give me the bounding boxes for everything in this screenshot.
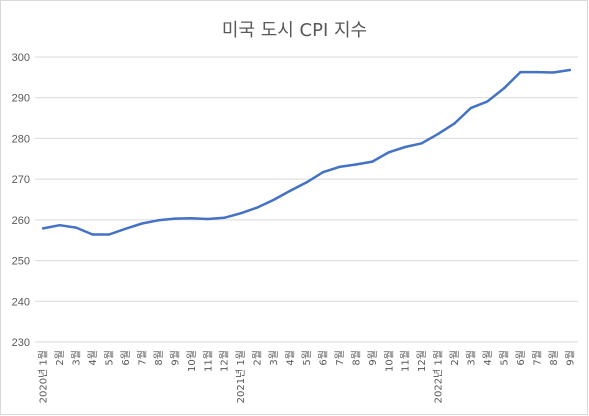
series-line: [41, 68, 572, 236]
x-tick-label: 9월: [564, 350, 576, 366]
data-point: [453, 122, 456, 125]
data-point: [107, 233, 111, 236]
data-point: [420, 142, 423, 145]
data-point: [173, 217, 177, 220]
x-tick-label: 7월: [334, 350, 346, 366]
y-axis-ticks: 230 240 250 260 270 280 290 300: [12, 52, 30, 349]
data-point: [190, 217, 193, 220]
x-tick-label: 10월: [383, 350, 395, 372]
data-point: [519, 70, 522, 74]
x-tick-label: 4월: [482, 350, 494, 366]
x-axis-ticks: 2020년 1월 2월 3월 4월 5월 6월 7월 8월 9월 10월 11월 12월 2021년 1…: [38, 350, 577, 403]
data-point: [42, 227, 45, 230]
data-point: [272, 198, 275, 202]
x-tick-label: 2월: [252, 350, 264, 366]
y-tick-label: 300: [12, 52, 30, 64]
data-point: [486, 100, 489, 103]
data-point: [535, 70, 539, 74]
data-point: [74, 226, 78, 229]
x-tick-label: 12월: [416, 350, 428, 372]
y-tick-label: 230: [12, 337, 30, 349]
x-tick-label: 8월: [548, 350, 560, 366]
data-point: [436, 132, 440, 136]
data-point: [157, 219, 160, 222]
data-point: [58, 223, 61, 227]
x-tick-label: 4월: [87, 350, 99, 366]
x-tick-label: 12월: [219, 350, 231, 372]
series-line-group: [41, 68, 572, 236]
x-tick-label: 10월: [186, 350, 198, 372]
x-tick-label: 3월: [268, 350, 280, 366]
x-tick-label: 8월: [350, 350, 362, 366]
gridlines: [35, 56, 578, 343]
data-point: [371, 160, 374, 163]
data-point: [91, 233, 94, 236]
x-tick-label: 2021년 1월: [235, 350, 247, 403]
data-point: [354, 163, 358, 166]
data-point: [502, 87, 506, 90]
x-tick-label: 7월: [136, 350, 148, 366]
data-point: [552, 71, 555, 74]
data-point: [321, 171, 325, 174]
y-tick-label: 240: [12, 296, 30, 308]
y-tick-label: 250: [12, 256, 30, 268]
data-point: [124, 227, 127, 231]
x-tick-label: 5월: [498, 350, 510, 366]
x-tick-label: 8월: [153, 350, 165, 366]
data-point: [206, 217, 209, 221]
data-point: [404, 145, 407, 149]
x-tick-label: 2월: [449, 350, 461, 366]
x-tick-label: 9월: [367, 350, 379, 366]
data-point: [568, 68, 571, 72]
x-tick-label: 6월: [120, 350, 132, 366]
x-tick-label: 6월: [515, 350, 527, 366]
x-tick-label: 11월: [202, 350, 214, 372]
data-point: [469, 106, 473, 110]
data-point: [140, 222, 144, 225]
x-tick-label: 2월: [54, 350, 66, 366]
x-tick-label: 7월: [531, 350, 543, 366]
x-tick-label: 11월: [400, 350, 412, 372]
x-tick-label: 2020년 1월: [38, 350, 50, 403]
x-tick-label: 3월: [466, 350, 478, 366]
data-point: [223, 216, 226, 220]
y-tick-label: 280: [12, 133, 30, 145]
data-point: [305, 181, 308, 184]
y-tick-label: 270: [12, 174, 30, 186]
x-tick-label: 4월: [285, 350, 297, 366]
data-point: [288, 189, 292, 193]
x-tick-label: 5월: [301, 350, 313, 366]
y-tick-label: 290: [12, 93, 30, 105]
x-tick-label: 9월: [169, 350, 181, 366]
chart-title: 미국 도시 CPI 지수: [221, 20, 368, 41]
data-point: [387, 151, 390, 154]
data-point: [255, 206, 259, 209]
x-tick-label: 5월: [104, 350, 116, 366]
x-tick-label: 2022년 1월: [433, 350, 445, 403]
data-point: [239, 212, 242, 215]
y-tick-label: 260: [12, 215, 30, 227]
data-point: [338, 165, 341, 169]
x-tick-label: 6월: [317, 350, 329, 366]
x-tick-label: 3월: [71, 350, 83, 366]
